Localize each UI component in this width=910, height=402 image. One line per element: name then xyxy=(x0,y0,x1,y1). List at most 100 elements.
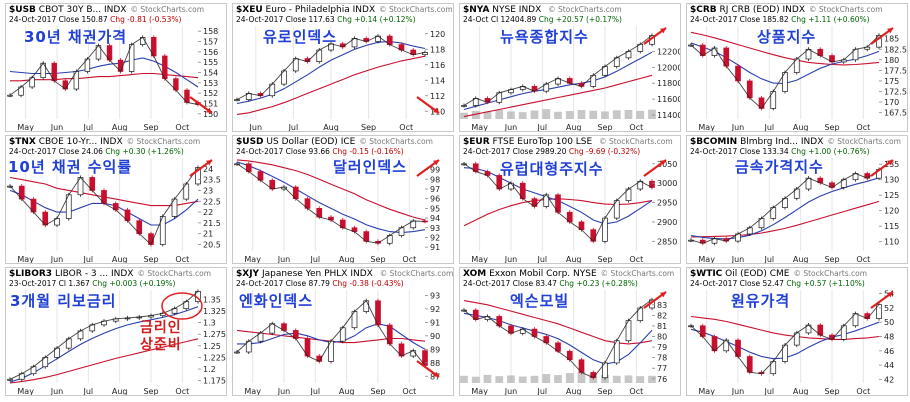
x-tick-label: Jul xyxy=(288,123,299,132)
volume-bar xyxy=(460,375,468,383)
chart-change: Chg +20.57 (+0.17%) xyxy=(538,15,622,24)
chart-panel: 110112114116118120JunJulAugSepOct$XEU Eu… xyxy=(232,3,454,132)
y-tick-label: 1.175 xyxy=(203,377,226,386)
trend-arrow-head xyxy=(433,160,439,166)
y-tick-label: 120 xyxy=(430,30,445,39)
chart-close: Close 87.79 xyxy=(285,279,330,288)
x-tick-label: Jun xyxy=(249,123,262,132)
y-tick-label: 96 xyxy=(430,195,440,204)
x-tick-label: Aug xyxy=(339,387,355,396)
volume-bar xyxy=(507,111,515,119)
y-tick-label: 92 xyxy=(430,305,440,314)
x-tick-label: Aug xyxy=(566,123,582,132)
chart-panel: 42444648505254MayJunJulAugSepOct$WTIC Oi… xyxy=(686,267,908,396)
x-tick-label: Jul xyxy=(83,123,94,132)
chart-name: CBOT 30Y B... xyxy=(38,5,102,15)
x-tick-label: Aug xyxy=(323,123,339,132)
volume-bar xyxy=(530,375,539,383)
x-tick-label: Oct xyxy=(856,123,870,132)
volume-bar xyxy=(495,376,504,383)
stockcharts-logo: © StockCharts.com xyxy=(600,269,675,278)
y-tick-label: 81 xyxy=(657,322,667,331)
price-line xyxy=(690,169,880,244)
y-tick-label: 110 xyxy=(884,238,899,247)
chart-close: Cl 1.367 xyxy=(58,279,90,288)
x-tick-label: Sep xyxy=(597,387,612,396)
chart-close: Close 2989.20 xyxy=(512,147,567,156)
volume-bar xyxy=(471,110,480,119)
annotation-label: 금리인상준비 xyxy=(140,320,182,353)
y-tick-label: 1.225 xyxy=(203,353,226,362)
y-tick-label: 151 xyxy=(203,100,218,109)
chart-change: Chg -0.81 (-0.53%) xyxy=(110,15,182,24)
y-tick-label: 91 xyxy=(430,243,440,252)
chart-svg: 42444648505254MayJunJulAugSepOct xyxy=(688,290,894,396)
y-tick-label: 95 xyxy=(430,204,440,213)
chart-quote: 24-Oct-2017 Close 87.79 Chg -0.38 (-0.43… xyxy=(236,279,404,288)
korean-chart-title: 30년 채권가격 xyxy=(24,28,128,46)
ma50-line xyxy=(463,312,653,365)
trend-arrow-head xyxy=(660,28,666,34)
chart-header: $WTIC Oil (EOD) CME © StockCharts.com xyxy=(690,269,867,279)
x-tick-label: Jul xyxy=(764,255,775,264)
trend-arrow-head xyxy=(887,28,893,34)
y-tick-label: 182.5 xyxy=(884,45,907,54)
chart-change: Chg +0.003 (+0.19%) xyxy=(92,279,176,288)
trend-arrow-head xyxy=(433,107,439,113)
chart-panel: 20.5 21 21.5 22 22.5 23 23.5 24 May Jun Jul Aug Sep O… xyxy=(5,135,227,264)
chart-quote: 24-Oct-2017 Close 185.82 Chg +1.11 (+0.6… xyxy=(690,15,870,24)
price-line xyxy=(463,35,653,106)
y-tick-label: 11800 xyxy=(657,79,681,88)
x-tick-label: Aug xyxy=(793,123,809,132)
y-tick-label: 1.25 xyxy=(203,342,221,351)
chart-close: Close 24.06 xyxy=(58,147,103,156)
y-tick-label: 52 xyxy=(884,304,894,313)
chart-date: 23-Oct-2017 xyxy=(9,279,57,288)
chart-panel: 167.5 170 172.5 175 177.5 180 182.5 185 May Jun Ju… xyxy=(686,3,908,132)
korean-chart-title: 3개월 리보금리 xyxy=(10,292,117,310)
price-line xyxy=(463,163,653,243)
chart-panel: 150 151 152 153 154 155 156 157 158 May Jun Jul Aug S… xyxy=(5,3,227,132)
x-tick-label: Jun xyxy=(504,123,518,132)
chart-date: 24-Oct-2017 xyxy=(9,15,57,24)
stockcharts-logo: © StockCharts.com xyxy=(793,269,868,278)
x-tick-label: Aug xyxy=(793,387,809,396)
stockcharts-logo: © StockCharts.com xyxy=(599,137,673,146)
y-tick-label: 94 xyxy=(430,214,440,223)
korean-chart-title: 엑슨모빌 xyxy=(510,292,570,310)
korean-chart-title: 뉴욕종합지수 xyxy=(500,28,589,46)
x-tick-label: Oct xyxy=(856,255,870,264)
x-tick-label: Jul xyxy=(83,387,94,396)
chart-close: Cl 12404.89 xyxy=(490,15,537,24)
chart-date: 24-Oct-2017 xyxy=(690,15,738,24)
chart-exchange: ICE xyxy=(340,137,356,147)
chart-close: Close 52.47 xyxy=(739,279,784,288)
volume-bar xyxy=(636,376,645,383)
y-tick-label: 93 xyxy=(430,291,440,300)
chart-close: Close 117.63 xyxy=(285,15,335,24)
x-tick-label: Jul xyxy=(537,387,548,396)
y-tick-label: 76 xyxy=(657,375,667,384)
chart-change: Chg +1.00 (+0.76%) xyxy=(791,147,870,156)
x-tick-label: May xyxy=(17,387,34,396)
chart-date: 24-Oct-2017 xyxy=(463,147,511,156)
y-tick-label: 120 xyxy=(884,207,899,216)
x-tick-label: Jun xyxy=(731,387,745,396)
y-tick-label: 24 xyxy=(203,165,213,174)
ma200-line xyxy=(463,74,653,118)
y-tick-label: 2900 xyxy=(657,218,677,227)
chart-close: Close 93.66 xyxy=(285,147,330,156)
x-tick-label: May xyxy=(17,255,34,264)
x-tick-label: Jul xyxy=(764,387,775,396)
x-tick-label: Jul xyxy=(83,255,94,264)
chart-date: 24-Oct-2017 xyxy=(236,147,284,156)
volume-bar xyxy=(648,375,656,383)
y-tick-label: 135 xyxy=(884,160,899,169)
y-tick-label: 1.2 xyxy=(203,365,216,374)
y-tick-label: 80 xyxy=(657,333,667,342)
x-tick-label: May xyxy=(471,123,488,132)
y-tick-label: 12200 xyxy=(657,47,681,56)
chart-date: 24-Oct-2017 xyxy=(463,279,511,288)
stockcharts-logo: © StockCharts.com xyxy=(379,5,453,14)
x-tick-label: Sep xyxy=(143,255,158,264)
